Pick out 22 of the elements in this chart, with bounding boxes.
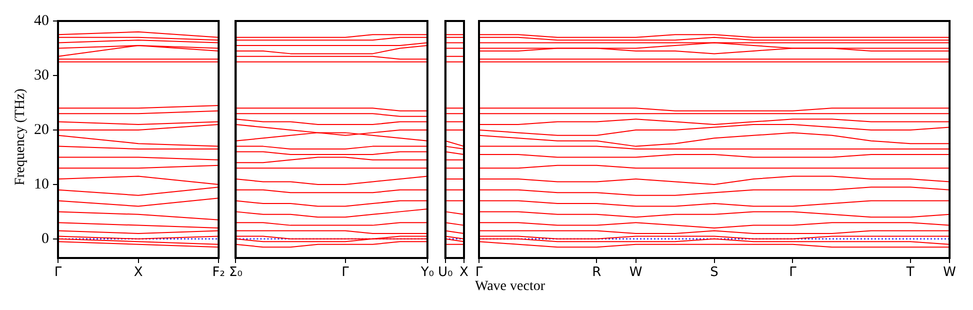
y-tick-label: 10 <box>34 176 49 192</box>
y-tick-label: 20 <box>34 122 49 138</box>
x-tick-label: Σ₀ <box>228 265 242 280</box>
x-tick-label: R <box>592 265 602 280</box>
x-tick-label: F₂ <box>212 265 226 280</box>
y-tick-label: 30 <box>34 67 49 84</box>
x-tick-label: Y₀ <box>420 265 434 280</box>
x-tick-label: S <box>710 265 718 280</box>
x-tick-label: Γ <box>475 265 484 280</box>
x-tick-label: X <box>460 265 469 280</box>
x-tick-label: T <box>905 265 914 280</box>
x-axis-title: Wave vector <box>475 279 545 295</box>
y-axis-title: Frequency (THz) <box>13 88 29 186</box>
x-tick-label: Γ <box>54 265 62 280</box>
x-tick-label: W <box>943 265 956 280</box>
x-tick-label: X <box>134 265 143 280</box>
x-tick-label: Γ <box>342 265 350 280</box>
x-tick-label: Γ <box>789 265 798 280</box>
x-tick-label: U₀ <box>438 265 453 280</box>
y-tick-label: 40 <box>34 12 49 29</box>
y-tick-label: 0 <box>42 230 49 247</box>
x-tick-label: W <box>629 265 642 280</box>
